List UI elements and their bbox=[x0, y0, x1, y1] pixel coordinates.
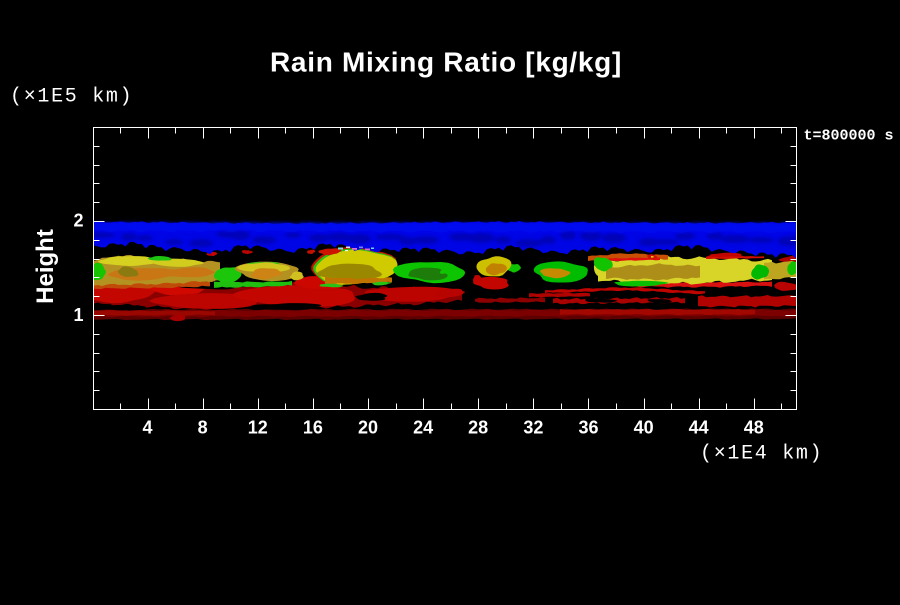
svg-text:36: 36 bbox=[578, 418, 598, 438]
svg-text:24: 24 bbox=[413, 418, 433, 438]
svg-text:48: 48 bbox=[744, 418, 764, 438]
svg-text:(×1E4 km): (×1E4 km) bbox=[700, 443, 823, 466]
svg-text:Rain Mixing Ratio [kg/kg]: Rain Mixing Ratio [kg/kg] bbox=[270, 47, 622, 78]
svg-text:4: 4 bbox=[142, 418, 152, 438]
svg-text:(×1E5 km): (×1E5 km) bbox=[10, 86, 133, 109]
svg-text:40: 40 bbox=[634, 418, 654, 438]
svg-text:1: 1 bbox=[73, 305, 83, 325]
svg-text:28: 28 bbox=[468, 418, 488, 438]
svg-text:Height: Height bbox=[32, 229, 59, 304]
svg-text:t=800000 s: t=800000 s bbox=[804, 128, 894, 145]
svg-text:2: 2 bbox=[73, 210, 83, 230]
svg-text:44: 44 bbox=[689, 418, 709, 438]
svg-text:16: 16 bbox=[303, 418, 323, 438]
svg-text:12: 12 bbox=[248, 418, 268, 438]
svg-text:32: 32 bbox=[523, 418, 543, 438]
svg-text:8: 8 bbox=[198, 418, 208, 438]
svg-text:20: 20 bbox=[358, 418, 378, 438]
